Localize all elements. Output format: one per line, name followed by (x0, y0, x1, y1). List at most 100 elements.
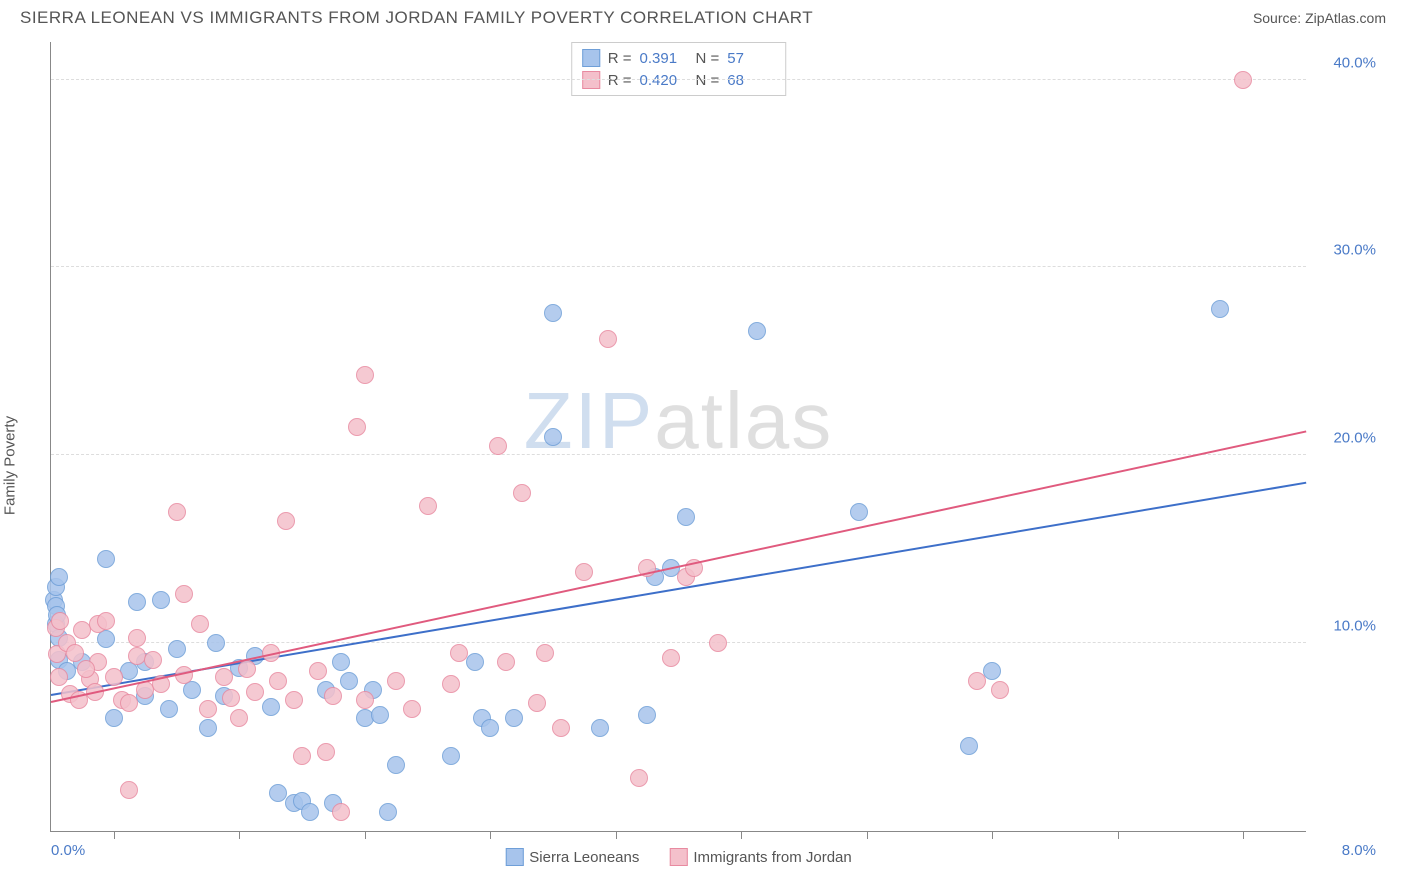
watermark-atlas: atlas (654, 376, 833, 465)
data-point (222, 689, 240, 707)
data-point (591, 719, 609, 737)
chart-title: SIERRA LEONEAN VS IMMIGRANTS FROM JORDAN… (20, 8, 813, 28)
data-point (356, 691, 374, 709)
data-point (387, 756, 405, 774)
data-point (50, 568, 68, 586)
data-point (442, 747, 460, 765)
data-point (599, 330, 617, 348)
data-point (403, 700, 421, 718)
data-point (662, 649, 680, 667)
x-tick-label: 0.0% (51, 842, 85, 859)
data-point (168, 503, 186, 521)
data-point (105, 709, 123, 727)
data-point (230, 709, 248, 727)
stat-n-label: N = (696, 72, 720, 89)
data-point (317, 743, 335, 761)
y-tick-label: 10.0% (1333, 618, 1376, 635)
chart-container: Family Poverty ZIPatlas R =0.391N =57R =… (0, 32, 1406, 882)
data-point (97, 612, 115, 630)
data-point (497, 653, 515, 671)
legend-item: Immigrants from Jordan (669, 848, 851, 866)
legend-swatch (505, 848, 523, 866)
data-point (850, 503, 868, 521)
data-point (168, 640, 186, 658)
data-point (269, 672, 287, 690)
data-point (50, 668, 68, 686)
data-point (332, 653, 350, 671)
plot-area: ZIPatlas R =0.391N =57R =0.420N =68 Sier… (50, 42, 1306, 832)
x-tick (1118, 831, 1119, 839)
gridline (51, 79, 1306, 80)
x-tick (867, 831, 868, 839)
data-point (293, 747, 311, 765)
x-tick (239, 831, 240, 839)
data-point (97, 550, 115, 568)
watermark: ZIPatlas (524, 375, 833, 467)
legend-label: Immigrants from Jordan (693, 849, 851, 866)
data-point (552, 719, 570, 737)
data-point (207, 634, 225, 652)
data-point (544, 304, 562, 322)
x-tick (741, 831, 742, 839)
data-point (960, 737, 978, 755)
data-point (536, 644, 554, 662)
stat-r-label: R = (608, 50, 632, 67)
data-point (285, 691, 303, 709)
data-point (481, 719, 499, 737)
data-point (513, 484, 531, 502)
data-point (301, 803, 319, 821)
stat-n-label: N = (696, 50, 720, 67)
data-point (419, 497, 437, 515)
x-tick (616, 831, 617, 839)
data-point (199, 719, 217, 737)
data-point (120, 781, 138, 799)
data-point (968, 672, 986, 690)
x-tick (1243, 831, 1244, 839)
data-point (77, 660, 95, 678)
data-point (215, 668, 233, 686)
series-legend: Sierra Leoneans Immigrants from Jordan (505, 848, 851, 866)
legend-swatch (582, 71, 600, 89)
data-point (442, 675, 460, 693)
data-point (489, 437, 507, 455)
data-point (246, 683, 264, 701)
data-point (1234, 71, 1252, 89)
stats-row: R =0.391N =57 (582, 47, 776, 69)
data-point (575, 563, 593, 581)
data-point (348, 418, 366, 436)
legend-label: Sierra Leoneans (529, 849, 639, 866)
data-point (340, 672, 358, 690)
stat-r-value: 0.420 (640, 72, 688, 89)
data-point (356, 366, 374, 384)
data-point (309, 662, 327, 680)
legend-swatch (669, 848, 687, 866)
data-point (677, 508, 695, 526)
data-point (450, 644, 468, 662)
x-tick (365, 831, 366, 839)
data-point (120, 694, 138, 712)
data-point (51, 612, 69, 630)
stat-r-label: R = (608, 72, 632, 89)
data-point (528, 694, 546, 712)
watermark-zip: ZIP (524, 376, 654, 465)
data-point (371, 706, 389, 724)
gridline (51, 454, 1306, 455)
stats-row: R = 0.420 N = 68 (582, 69, 776, 91)
gridline (51, 266, 1306, 267)
data-point (160, 700, 178, 718)
stats-legend: R =0.391N =57R =0.420N =68 (571, 42, 787, 96)
stat-n-value: 68 (727, 72, 775, 89)
y-tick-label: 30.0% (1333, 242, 1376, 259)
legend-swatch (582, 49, 600, 67)
data-point (144, 651, 162, 669)
data-point (277, 512, 295, 530)
data-point (630, 769, 648, 787)
data-point (324, 687, 342, 705)
source-label: Source: ZipAtlas.com (1253, 10, 1386, 26)
data-point (379, 803, 397, 821)
data-point (505, 709, 523, 727)
x-tick-label: 8.0% (1342, 842, 1376, 859)
data-point (128, 593, 146, 611)
data-point (1211, 300, 1229, 318)
data-point (983, 662, 1001, 680)
